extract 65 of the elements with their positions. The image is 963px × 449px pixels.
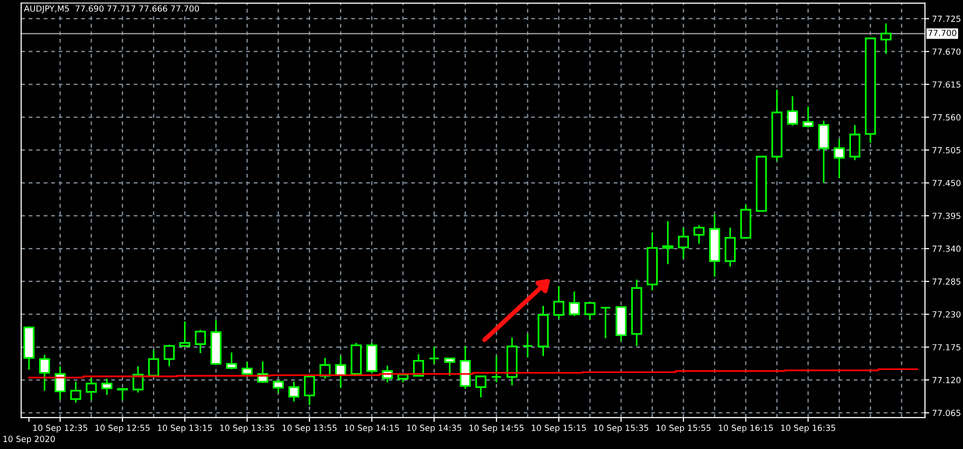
y-tick-label: 77.395 <box>932 212 960 220</box>
candlestick <box>164 344 175 367</box>
y-tick-label: 77.065 <box>932 410 960 416</box>
candlestick <box>272 379 284 394</box>
candlestick <box>226 352 238 370</box>
y-tick-label: 77.175 <box>932 344 960 350</box>
candlestick <box>568 290 580 317</box>
y-tick-label: 77.450 <box>932 180 961 186</box>
candlestick <box>288 380 300 402</box>
x-tick-label: 10 Sep 13:55 <box>282 424 337 433</box>
candlestick <box>834 138 845 179</box>
candlestick <box>242 361 253 376</box>
y-tick-label: 77.120 <box>932 376 961 384</box>
candlestick <box>522 333 534 358</box>
ref-line-label: 77.700 <box>928 30 956 36</box>
y-tick-label: 77.560 <box>932 114 961 120</box>
y-tick-label: 77.285 <box>932 278 960 285</box>
candlestick <box>86 377 97 402</box>
candlestick <box>148 349 160 377</box>
x-tick-label: 10 Sep 14:15 <box>344 424 399 433</box>
y-tick-label: 77.505 <box>932 147 960 154</box>
candlestick <box>179 320 190 347</box>
candlestick <box>662 220 674 265</box>
candlestick <box>818 120 830 184</box>
candlestick <box>70 380 82 404</box>
y-tick-label: 77.670 <box>932 48 961 55</box>
y-tick-label: 77.725 <box>932 16 960 22</box>
candlestick <box>553 285 564 320</box>
x-tick-label: 10 Sep 14:55 <box>470 424 524 433</box>
x-tick-label: 10 Sep 15:55 <box>656 424 711 433</box>
candlestick <box>802 106 814 128</box>
candlestick <box>880 22 892 55</box>
x-tick-label: 10 Sep 16:15 <box>718 424 773 433</box>
candlestick <box>304 374 315 406</box>
x-tick-label: 10 Sep 15:35 <box>594 424 648 433</box>
candlestick <box>787 96 798 126</box>
x-tick-label: 10 Sep 14:35 <box>407 424 462 433</box>
candlestick <box>475 376 486 398</box>
x-tick-label: 10 Sep 16:35 <box>781 424 836 433</box>
x-tick-label: 10 Sep 13:15 <box>158 424 212 433</box>
y-tick-label: 77.615 <box>932 81 960 88</box>
x-tick-label: 10 Sep 13:35 <box>220 424 274 433</box>
candlestick <box>444 358 456 377</box>
candlestick <box>584 302 596 320</box>
candlestick <box>101 378 112 396</box>
candlestick <box>335 355 346 388</box>
candlestick <box>39 354 50 392</box>
y-tick-label: 77.230 <box>932 311 961 318</box>
candlestick <box>194 329 206 354</box>
candlestick <box>849 124 860 161</box>
x-tick-label: 10 Sep 15:15 <box>532 424 586 433</box>
candlestick <box>116 388 128 402</box>
y-tick-label: 77.340 <box>932 246 961 252</box>
candlestick <box>600 306 612 339</box>
candlestick <box>54 365 66 400</box>
candlestick <box>724 226 736 268</box>
chart-title: AUDJPY,M5 77.690 77.717 77.666 77.700 <box>24 5 199 14</box>
x-tick-label: 10 Sep 12:55 <box>96 424 150 433</box>
candlestick <box>694 224 705 245</box>
candlestick <box>678 226 689 260</box>
x-tick-label: 10 Sep 2020 <box>3 436 55 444</box>
candlestick <box>428 346 440 365</box>
x-tick-label: 10 Sep 12:35 <box>33 424 88 433</box>
candlestick <box>132 365 144 394</box>
candlestick <box>490 355 502 384</box>
